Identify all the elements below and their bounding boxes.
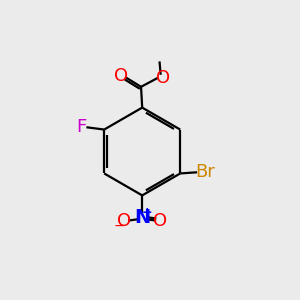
Text: Br: Br <box>195 163 215 181</box>
Text: O: O <box>156 69 170 87</box>
Text: O: O <box>153 212 167 230</box>
Text: F: F <box>76 118 86 136</box>
Text: −: − <box>113 219 125 233</box>
Text: +: + <box>142 206 152 219</box>
Text: O: O <box>114 68 128 85</box>
Text: N: N <box>134 208 150 227</box>
Text: O: O <box>117 212 131 230</box>
